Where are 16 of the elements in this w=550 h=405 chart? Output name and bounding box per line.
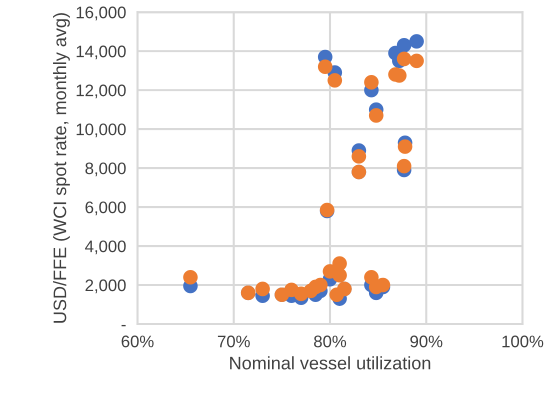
y-tick-label: 2,000: [86, 279, 126, 294]
y-axis-title: USD/FFE (WCI spot rate, monthly avg): [53, 13, 70, 323]
y-tick-label: -: [122, 324, 126, 326]
x-axis-title: Nominal vessel utilization: [230, 356, 430, 370]
y-tick-label: 10,000: [76, 123, 126, 138]
y-tick-label: 12,000: [76, 84, 126, 98]
y-tick-label: 14,000: [76, 46, 126, 60]
x-tick-label: 70%: [218, 336, 250, 348]
y-tick-label: 6,000: [86, 201, 126, 216]
y-tick-label: 16,000: [76, 6, 126, 20]
y-tick-label: 8,000: [85, 162, 126, 176]
y-tick-label: 4,000: [85, 240, 126, 254]
x-tick-label: 90%: [410, 336, 442, 348]
x-tick-label: 60%: [122, 336, 154, 348]
x-tick-label: 80%: [314, 336, 346, 348]
x-tick-label: 100%: [502, 336, 544, 348]
